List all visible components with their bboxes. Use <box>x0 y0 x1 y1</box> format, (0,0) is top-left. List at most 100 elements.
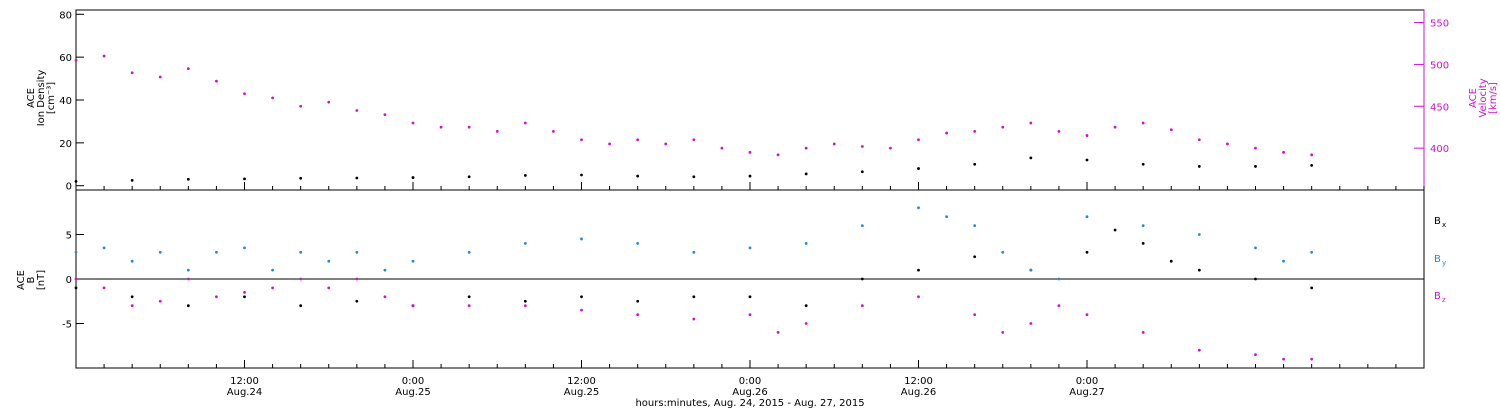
top-panel-frame <box>75 9 1425 191</box>
density-tick-label-0: 0 <box>66 182 72 193</box>
density-axis-label-1: ACE <box>26 88 37 108</box>
top-point-0-16 <box>973 162 977 166</box>
bottom-point-2-17 <box>692 317 696 321</box>
density-tick-label-4: 80 <box>59 10 72 21</box>
bottom-point-1-4 <box>186 268 190 272</box>
bottom-point-1-14 <box>523 242 527 245</box>
time-tick-label-0: 12:00 <box>230 376 259 387</box>
bottom-point-2-31 <box>1282 357 1285 361</box>
top-point-1-19 <box>608 142 611 146</box>
bottom-point-1-5 <box>215 250 218 254</box>
time-tick-label-5: 0:00 <box>1076 376 1098 387</box>
velocity-axis-ticks: 400 450 500 550 <box>1414 10 1449 190</box>
bottom-point-2-21 <box>860 304 864 308</box>
bottom-point-0-8 <box>523 299 527 303</box>
bottom-point-1-3 <box>158 250 162 254</box>
bottom-point-2-27 <box>1085 313 1089 316</box>
bottom-point-1-6 <box>243 246 246 250</box>
bottom-point-1-23 <box>973 224 977 228</box>
top-point-1-13 <box>439 125 443 129</box>
bottom-panel-data <box>74 206 1314 361</box>
top-point-1-21 <box>664 142 668 146</box>
top-point-1-9 <box>327 100 331 104</box>
top-point-1-36 <box>1085 134 1089 137</box>
bottom-point-0-9 <box>580 295 583 299</box>
bottom-point-2-32 <box>1310 357 1314 361</box>
bottom-point-2-3 <box>158 299 162 303</box>
bottom-point-0-18 <box>1085 250 1089 254</box>
bottom-point-0-22 <box>1197 268 1201 272</box>
top-point-1-41 <box>1226 142 1229 146</box>
bottom-point-0-21 <box>1169 259 1173 263</box>
bottom-point-2-5 <box>215 295 218 299</box>
bottom-point-1-19 <box>804 242 808 245</box>
top-point-1-32 <box>973 129 977 133</box>
top-point-0-12 <box>748 174 752 178</box>
density-tick-label-3: 60 <box>59 53 72 64</box>
velocity-tick-label-1: 450 <box>1430 102 1449 113</box>
top-point-0-2 <box>186 177 190 181</box>
density-axis-label-2: Ion Density <box>36 70 47 127</box>
bottom-point-2-25 <box>1029 322 1033 325</box>
top-point-1-7 <box>271 96 274 100</box>
legend-bx: B x <box>1434 216 1446 229</box>
bottom-point-2-28 <box>1141 331 1145 334</box>
legend-by: B y <box>1434 254 1446 267</box>
top-point-1-0 <box>74 58 78 62</box>
time-tick-label-2: 12:00 <box>567 376 596 387</box>
b-axis-label-1: ACE <box>16 270 27 290</box>
top-point-1-5 <box>215 79 218 83</box>
legend-bz: B z <box>1434 291 1446 304</box>
top-point-1-24 <box>748 150 752 154</box>
date-tick-label-1: Aug.25 <box>395 387 430 398</box>
top-point-1-6 <box>243 92 246 96</box>
bottom-point-2-22 <box>917 295 920 299</box>
top-point-1-43 <box>1282 150 1285 154</box>
velocity-tick-label-3: 550 <box>1430 19 1449 30</box>
density-axis-ticks: 0 20 40 60 80 <box>59 10 84 193</box>
top-point-1-34 <box>1029 121 1033 125</box>
top-point-1-30 <box>917 138 920 142</box>
top-point-1-37 <box>1113 125 1117 129</box>
legend-bx-sub: x <box>1442 221 1446 229</box>
x-axis-label: hours:minutes, Aug. 24, 2015 - Aug. 27, … <box>635 398 864 409</box>
b-tick-label-1: 0 <box>66 275 72 286</box>
bottom-point-1-30 <box>1254 246 1257 250</box>
bottom-point-0-23 <box>1254 277 1257 281</box>
bottom-point-0-1 <box>130 295 134 299</box>
top-point-0-0 <box>74 180 78 183</box>
top-point-0-20 <box>1197 165 1201 168</box>
top-point-1-31 <box>945 131 948 135</box>
top-point-0-21 <box>1254 165 1257 168</box>
date-tick-label-4: Aug.26 <box>901 387 936 398</box>
top-point-1-17 <box>552 129 555 133</box>
bottom-point-1-24 <box>1001 250 1005 254</box>
bottom-point-0-5 <box>355 299 359 303</box>
bottom-point-1-31 <box>1282 259 1285 263</box>
date-tick-label-0: Aug.24 <box>227 387 262 398</box>
bottom-point-1-0 <box>74 250 78 254</box>
bottom-point-2-6 <box>243 290 246 294</box>
legend-bz-label: B <box>1434 291 1441 302</box>
b-tick-label-0: -5 <box>62 320 72 331</box>
bottom-point-1-10 <box>355 250 359 254</box>
bottom-point-1-29 <box>1197 233 1201 236</box>
top-point-1-39 <box>1169 128 1173 132</box>
date-tick-label-3: Aug.26 <box>732 387 767 398</box>
bottom-point-2-4 <box>186 277 190 281</box>
bottom-point-1-21 <box>917 206 920 210</box>
bottom-point-1-9 <box>327 259 331 263</box>
bottom-point-0-12 <box>748 295 752 299</box>
time-tick-label-4: 12:00 <box>904 376 933 387</box>
bottom-point-1-11 <box>383 268 387 272</box>
bottom-point-0-19 <box>1113 228 1117 232</box>
top-point-1-15 <box>495 129 499 133</box>
bottom-point-2-16 <box>636 313 640 316</box>
top-point-0-10 <box>636 174 640 178</box>
top-point-0-8 <box>523 174 527 177</box>
top-point-1-23 <box>720 146 724 150</box>
bottom-point-1-1 <box>102 246 106 250</box>
bottom-point-2-10 <box>355 277 359 281</box>
top-point-1-2 <box>130 71 134 75</box>
bottom-point-2-15 <box>580 308 583 312</box>
